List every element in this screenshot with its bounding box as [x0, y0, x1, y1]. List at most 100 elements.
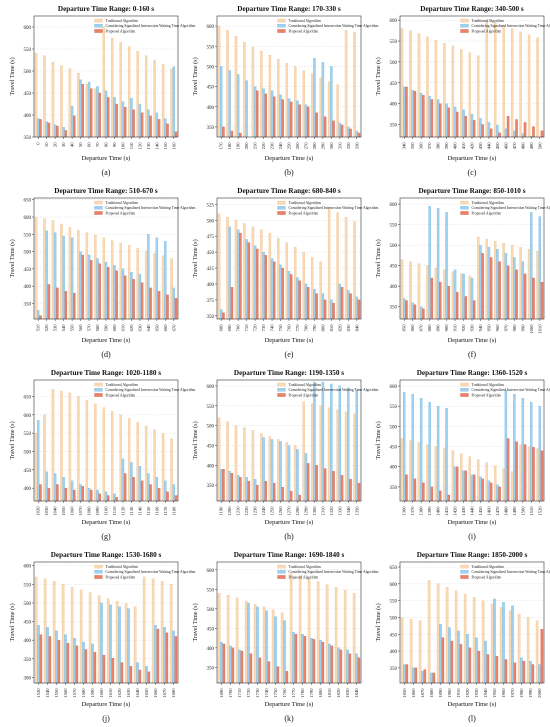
y-tick-label: 500	[390, 616, 398, 621]
y-tick-label: 350	[390, 306, 398, 311]
bar-signalized	[262, 437, 265, 502]
x-tick-label: 690	[227, 324, 232, 332]
bar-proposed	[481, 124, 484, 138]
bar-signalized	[304, 283, 308, 320]
bar-signalized	[453, 269, 457, 320]
legend-label: Considering Signalized Intersection Wait…	[471, 24, 550, 28]
x-tick-label: 1820	[336, 688, 341, 698]
chart-panel-l: Departure Time Range: 1850-2000 s 350 400 4…	[375, 551, 550, 723]
bar-traditional	[253, 604, 257, 684]
bar-proposed	[48, 636, 52, 684]
bar-proposed	[230, 473, 234, 502]
legend-label: Considering Signalized Intersection Wait…	[288, 570, 378, 574]
bar-signalized	[164, 118, 167, 138]
x-tick-label: 620	[129, 324, 134, 332]
chart-title: Departure Time Range: 510-670 s	[54, 187, 158, 195]
x-tick-label: 1400	[436, 506, 441, 516]
bar-traditional	[127, 418, 131, 502]
bar-signalized	[70, 480, 74, 502]
bar-proposed	[504, 659, 508, 684]
bar-signalized	[220, 469, 223, 502]
bar-proposed	[464, 470, 467, 502]
bar-traditional	[142, 576, 146, 684]
bar-proposed	[441, 637, 445, 684]
bar-signalized	[428, 95, 431, 138]
bar-signalized	[347, 126, 350, 138]
bar-signalized	[147, 109, 150, 138]
bar-traditional	[319, 405, 322, 502]
bar-signalized	[70, 106, 74, 138]
bar-proposed	[106, 267, 110, 320]
bar-traditional	[226, 421, 229, 502]
bar-traditional	[153, 429, 156, 502]
bar-traditional	[169, 584, 173, 684]
bar-traditional	[102, 407, 106, 502]
panel-label: (h)	[284, 532, 294, 541]
bar-signalized	[104, 90, 108, 138]
y-tick-label: 450	[390, 82, 398, 87]
y-tick-label: 375	[207, 299, 215, 304]
bar-proposed	[447, 286, 451, 320]
legend-swatch	[94, 570, 103, 574]
x-tick-label: 1340	[346, 506, 351, 516]
y-axis-label: Travel Time (s)	[375, 239, 382, 277]
y-tick-label: 450	[24, 469, 32, 474]
x-tick-label: 1970	[510, 688, 515, 698]
bar-proposed	[540, 450, 544, 502]
bar-signalized	[172, 287, 175, 320]
bar-proposed	[439, 103, 442, 138]
x-tick-label: 1570	[72, 688, 77, 698]
bar-proposed	[348, 653, 352, 684]
bar-proposed	[281, 486, 284, 502]
x-tick-label: 300	[329, 142, 334, 150]
bar-signalized	[484, 640, 487, 684]
bar-signalized	[220, 309, 223, 320]
bar-signalized	[496, 484, 499, 502]
bar-proposed	[340, 287, 344, 320]
y-tick-label: 600	[390, 19, 398, 24]
bar-traditional	[170, 68, 173, 138]
x-axis-label: Departure Time (s)	[448, 519, 497, 526]
bar-traditional	[277, 439, 280, 502]
bar-traditional	[468, 52, 472, 138]
bar-proposed	[39, 119, 42, 138]
y-tick-label: 400	[390, 466, 398, 471]
bar-traditional	[472, 597, 476, 684]
bar-signalized	[253, 479, 257, 502]
bar-signalized	[274, 616, 277, 684]
bar-traditional	[77, 73, 80, 138]
bar-signalized	[113, 265, 116, 320]
bar-traditional	[34, 433, 38, 502]
bar-proposed	[430, 99, 434, 138]
bar-signalized	[287, 98, 291, 138]
bar-traditional	[445, 587, 449, 684]
x-tick-label: 1380	[419, 506, 424, 516]
x-tick-label: 1430	[461, 506, 466, 516]
bar-proposed	[281, 99, 284, 138]
bar-traditional	[409, 261, 412, 320]
bar-signalized	[403, 391, 406, 502]
x-tick-label: 190	[236, 142, 241, 150]
y-tick-label: 500	[207, 65, 215, 70]
legend-label: Considering Signalized Intersection Wait…	[105, 388, 195, 392]
bar-proposed	[222, 643, 226, 684]
bar-signalized	[118, 606, 121, 684]
x-tick-label: 480	[520, 142, 525, 150]
bar-signalized	[245, 80, 248, 138]
bar-proposed	[413, 304, 417, 320]
bar-proposed	[106, 97, 110, 138]
legend-label: Traditional Algorithm	[471, 383, 503, 387]
bar-proposed	[357, 299, 361, 320]
bar-signalized	[138, 273, 142, 320]
x-tick-label: 310	[337, 142, 342, 150]
bar-proposed	[140, 282, 144, 320]
bar-proposed	[540, 130, 544, 138]
y-tick-label: 650	[24, 199, 32, 204]
legend-swatch	[460, 570, 469, 574]
bar-signalized	[220, 66, 223, 138]
bar-traditional	[307, 578, 311, 684]
bar-signalized	[37, 625, 40, 684]
bar-proposed	[289, 101, 293, 138]
bar-signalized	[496, 249, 499, 320]
bar-proposed	[256, 248, 259, 320]
